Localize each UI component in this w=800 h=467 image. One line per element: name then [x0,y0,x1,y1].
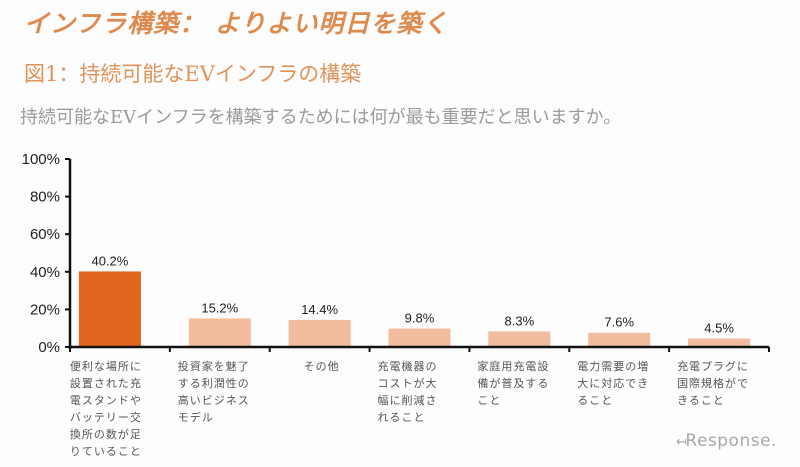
data-label: 40.2% [91,253,128,268]
category-label-line: 充電プラグに [677,360,750,373]
y-tick-label: 40% [30,264,60,281]
bars: 40.2% 15.2% 14.4% 9.8% 8.3% 7.6% 4.5% [78,253,751,347]
return-arrow-icon: ↤ [676,435,688,450]
x-axis [69,345,770,352]
x-category-label: 充電機器のコストが大幅に削減されること [378,358,462,426]
category-label-line: モデル [177,411,214,424]
category-label-line: 投資家を魅了 [177,360,250,373]
category-label-line: 便利な場所に [69,360,142,373]
category-label-line: 電力需要の増 [577,360,650,373]
bar [388,328,451,347]
figure-title: 図1：持続可能なEVインフラの構築 [24,62,362,86]
data-label: 9.8% [405,311,435,326]
category-label-line: バッテリー交 [69,411,142,424]
category-label-line: ること [577,394,614,407]
y-tick-label: 80% [30,189,60,206]
data-label: 4.5% [704,321,734,336]
category-label-line: コストが大 [377,377,438,390]
category-label-line: 充電機器の [377,360,438,373]
category-label-line: 国際規格がで [677,377,750,390]
x-category-label: その他 [304,358,388,375]
response-logo: ↤Response. [676,431,777,451]
bar [588,332,651,347]
data-label: 7.6% [604,315,634,330]
x-category-label: 便利な場所に 設置された充 電スタンドや バッテリー交 換所の数が足 りていること [70,358,154,460]
x-category-label: 家庭用充電設 備が普及する こと [477,358,561,409]
logo-text: Response. [685,431,777,451]
bar [188,318,251,347]
category-label-line: 備が普及する [477,377,550,390]
category-label-line: 高いビジネス [177,394,250,407]
category-label-line: する利潤性の [177,377,250,390]
bar [288,319,351,347]
y-tick-label: 60% [30,226,60,243]
y-tick-label: 100% [22,151,60,168]
y-axis: 0% 20% 40% 60% 80% 100% [22,151,72,356]
survey-question: 持続可能なEVインフラを構築するためには何が最も重要だと思いますか。 [20,107,622,128]
data-label: 15.2% [201,300,238,315]
data-label: 14.4% [301,302,338,317]
category-label-line: りていること [69,445,142,458]
category-label-line: きること [677,394,725,407]
category-label-line: 換所の数が足 [69,428,142,441]
x-category-label: 充電プラグに 国際規格がで きること [677,358,761,409]
y-tick-label: 0% [38,339,60,356]
category-label-line: 設置された充 [69,377,142,390]
category-label-line: その他 [303,360,340,373]
category-label-line: こと [477,394,502,407]
bar [78,271,141,347]
category-label-line: れること [377,411,426,424]
x-category-label: 投資家を魅了 する利潤性の 高いビジネス モデル [178,358,262,426]
category-label-line: 大に対応でき [577,377,650,390]
x-category-label: 電力需要の増 大に対応でき ること [577,358,661,409]
bar [688,338,751,347]
page-title: インフラ構築： よりよい明日を築く [24,9,449,38]
bar [488,331,551,347]
category-label-line: 電スタンドや [69,394,142,407]
category-label-line: 家庭用充電設 [477,360,550,373]
data-label: 8.3% [505,313,535,328]
y-tick-label: 20% [30,301,60,318]
category-label-line: 幅に削減さ [377,394,438,407]
